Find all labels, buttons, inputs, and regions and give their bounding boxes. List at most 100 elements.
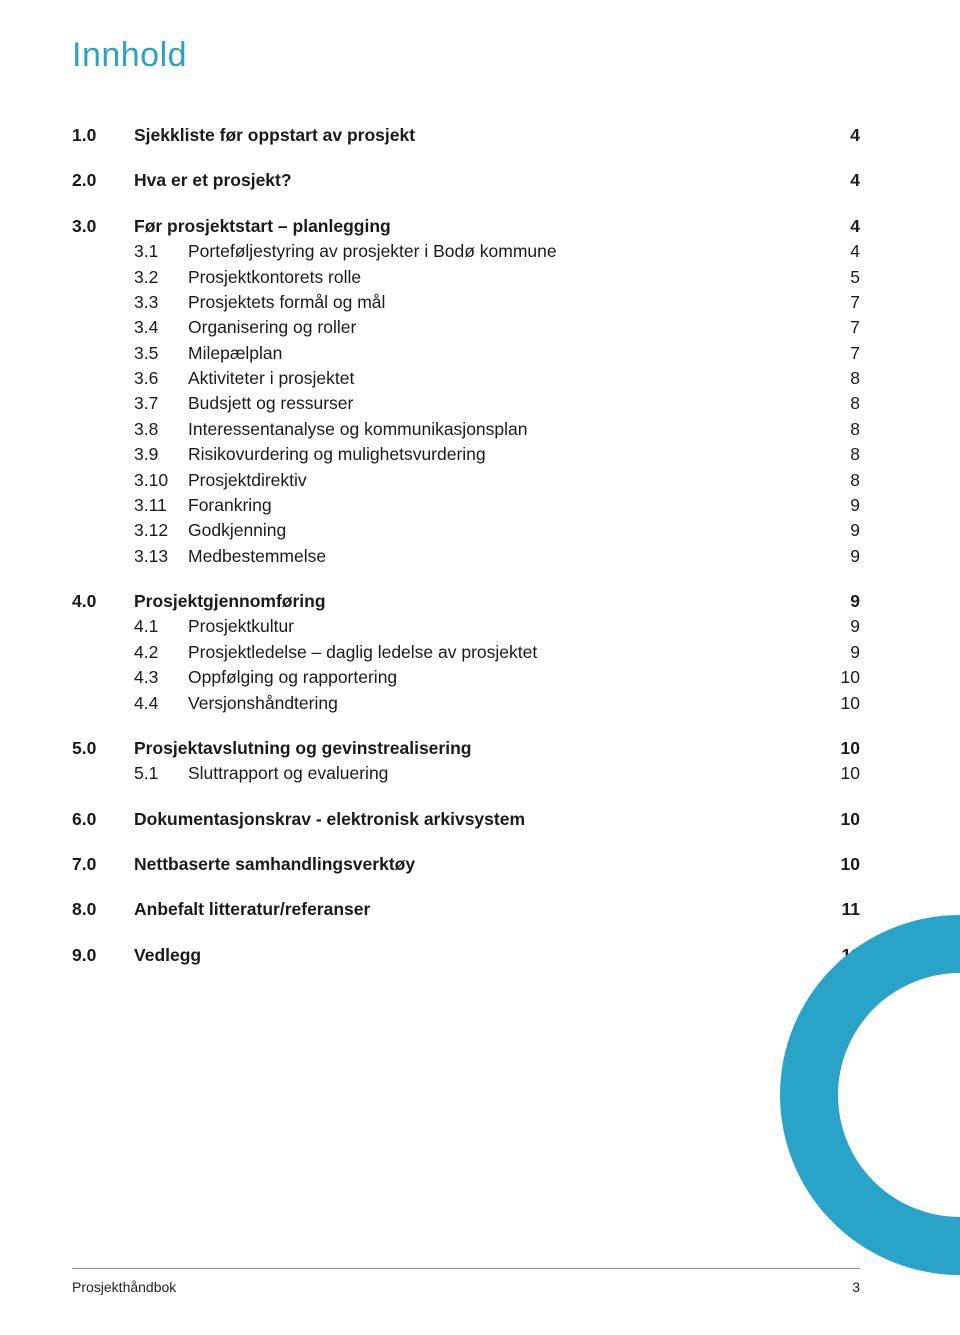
toc-item: 5.1Sluttrapport og evaluering10 [72, 761, 860, 786]
toc-item-label: Godkjenning [188, 518, 286, 543]
toc-section-page: 11 [820, 897, 860, 922]
toc-section-page: 4 [820, 168, 860, 193]
toc-item: 4.1Prosjektkultur9 [72, 614, 860, 639]
toc-section-number: 4.0 [72, 589, 134, 614]
toc-item: 4.2Prosjektledelse – daglig ledelse av p… [72, 640, 860, 665]
toc-item-page: 8 [820, 366, 860, 391]
toc-item: 3.5Milepælplan 7 [72, 341, 860, 366]
toc-item-page: 8 [820, 391, 860, 416]
toc-section-number: 8.0 [72, 897, 134, 922]
toc-item: 3.9Risikovurdering og mulighetsvurdering… [72, 442, 860, 467]
toc-section-heading: 2.0Hva er et prosjekt?4 [72, 168, 860, 193]
page-title: Innhold [72, 36, 860, 75]
toc-section-label: Prosjektgjennomføring [134, 589, 326, 614]
toc-item: 3.10Prosjektdirektiv8 [72, 468, 860, 493]
toc-section: 8.0Anbefalt litteratur/referanser11 [72, 897, 860, 922]
toc-item: 3.3Prosjektets formål og mål7 [72, 290, 860, 315]
toc-section-heading: 4.0Prosjektgjennomføring 9 [72, 589, 860, 614]
toc-section-number: 3.0 [72, 214, 134, 239]
toc-section: 4.0Prosjektgjennomføring94.1Prosjektkult… [72, 589, 860, 716]
toc-section-page: 10 [820, 736, 860, 761]
toc-item-page: 9 [820, 518, 860, 543]
toc-item-number: 3.8 [134, 417, 188, 442]
toc-item-number: 5.1 [134, 761, 188, 786]
toc-item-label: Budsjett og ressurser [188, 391, 353, 416]
toc-item-number: 4.4 [134, 691, 188, 716]
toc-item-number: 3.3 [134, 290, 188, 315]
toc-section-heading: 5.0Prosjektavslutning og gevinstrealiser… [72, 736, 860, 761]
toc-section-heading: 8.0Anbefalt litteratur/referanser11 [72, 897, 860, 922]
toc-section-number: 1.0 [72, 123, 134, 148]
toc-section-label: Nettbaserte samhandlingsverktøy [134, 852, 415, 877]
toc-section-page: 10 [820, 852, 860, 877]
toc-item-page: 9 [820, 493, 860, 518]
toc-item: 3.11Forankring 9 [72, 493, 860, 518]
toc-section-page: 9 [820, 589, 860, 614]
toc-section: 6.0Dokumentasjonskrav - elektronisk arki… [72, 807, 860, 832]
toc-section-label: Før prosjektstart – planlegging [134, 214, 391, 239]
toc-item-number: 3.11 [134, 493, 188, 518]
toc-item: 4.3Oppfølging og rapportering10 [72, 665, 860, 690]
toc-item-page: 7 [820, 315, 860, 340]
toc-item-page: 10 [820, 665, 860, 690]
toc-item-number: 3.10 [134, 468, 188, 493]
toc-item-label: Medbestemmelse [188, 544, 326, 569]
toc-section: 3.0Før prosjektstart – planlegging 43.1Po… [72, 214, 860, 569]
toc-item: 3.8Interessentanalyse og kommunikasjonsp… [72, 417, 860, 442]
toc-section-number: 2.0 [72, 168, 134, 193]
toc-item: 3.12Godkjenning 9 [72, 518, 860, 543]
toc-item-page: 7 [820, 290, 860, 315]
table-of-contents: 1.0Sjekkliste før oppstart av prosjekt42… [72, 123, 860, 968]
toc-item-page: 7 [820, 341, 860, 366]
toc-item-number: 4.2 [134, 640, 188, 665]
toc-item-page: 5 [820, 265, 860, 290]
toc-item-page: 9 [820, 640, 860, 665]
toc-item: 3.7Budsjett og ressurser 8 [72, 391, 860, 416]
toc-item-label: Prosjektkontorets rolle [188, 265, 361, 290]
toc-item-label: Prosjektkultur [188, 614, 294, 639]
toc-item-number: 3.2 [134, 265, 188, 290]
toc-item-page: 9 [820, 544, 860, 569]
toc-section-page: 4 [820, 123, 860, 148]
toc-section-label: Prosjektavslutning og gevinstrealisering [134, 736, 471, 761]
toc-section-label: Vedlegg [134, 943, 201, 968]
toc-item-number: 3.5 [134, 341, 188, 366]
toc-section-heading: 1.0Sjekkliste før oppstart av prosjekt 4 [72, 123, 860, 148]
toc-item-label: Prosjektdirektiv [188, 468, 307, 493]
footer-doc-title: Prosjekthåndbok [72, 1279, 176, 1295]
toc-item-page: 10 [820, 691, 860, 716]
toc-item: 3.1Porteføljestyring av prosjekter i Bod… [72, 239, 860, 264]
toc-item-label: Milepælplan [188, 341, 282, 366]
toc-item-label: Organisering og roller [188, 315, 356, 340]
toc-item: 3.2Prosjektkontorets rolle 5 [72, 265, 860, 290]
toc-item-label: Versjonshåndtering [188, 691, 338, 716]
toc-section: 2.0Hva er et prosjekt?4 [72, 168, 860, 193]
toc-item: 3.6Aktiviteter i prosjektet8 [72, 366, 860, 391]
toc-item-number: 3.6 [134, 366, 188, 391]
toc-section: 9.0Vedlegg11 [72, 943, 860, 968]
toc-section-label: Sjekkliste før oppstart av prosjekt [134, 123, 415, 148]
toc-item-label: Forankring [188, 493, 272, 518]
footer-line: Prosjekthåndbok 3 [72, 1279, 860, 1295]
toc-item-label: Porteføljestyring av prosjekter i Bodø k… [188, 239, 557, 264]
toc-section-number: 9.0 [72, 943, 134, 968]
toc-item: 4.4Versjonshåndtering 10 [72, 691, 860, 716]
toc-item-page: 8 [820, 442, 860, 467]
toc-item-number: 3.12 [134, 518, 188, 543]
page-container: Innhold 1.0Sjekkliste før oppstart av pr… [0, 0, 960, 968]
footer-rule [72, 1268, 860, 1269]
toc-section: 1.0Sjekkliste før oppstart av prosjekt 4 [72, 123, 860, 148]
toc-section: 5.0Prosjektavslutning og gevinstrealiser… [72, 736, 860, 787]
toc-section-number: 6.0 [72, 807, 134, 832]
toc-item-number: 3.4 [134, 315, 188, 340]
toc-section-page: 4 [820, 214, 860, 239]
toc-item-label: Risikovurdering og mulighetsvurdering [188, 442, 486, 467]
toc-section-number: 5.0 [72, 736, 134, 761]
toc-section-heading: 6.0Dokumentasjonskrav - elektronisk arki… [72, 807, 860, 832]
toc-item-page: 9 [820, 614, 860, 639]
toc-section: 7.0Nettbaserte samhandlingsverktøy10 [72, 852, 860, 877]
toc-item-number: 3.13 [134, 544, 188, 569]
toc-section-label: Dokumentasjonskrav - elektronisk arkivsy… [134, 807, 525, 832]
toc-item-number: 3.7 [134, 391, 188, 416]
toc-item-page: 4 [820, 239, 860, 264]
